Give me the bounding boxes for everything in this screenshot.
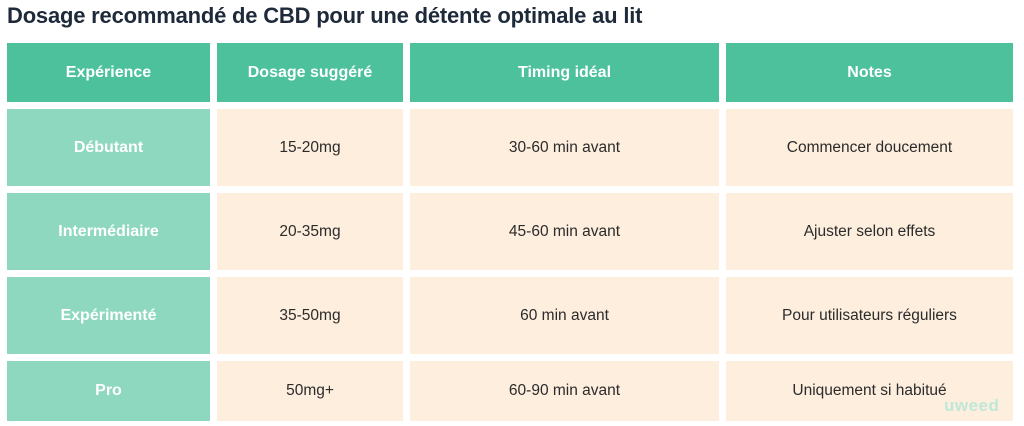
header-dosage: Dosage suggéré: [217, 43, 403, 102]
row-experimente-notes: Pour utilisateurs réguliers: [726, 277, 1013, 354]
row-pro-notes: Uniquement si habitué: [726, 361, 1013, 421]
header-notes: Notes: [726, 43, 1013, 102]
row-debutant-notes: Commencer doucement: [726, 109, 1013, 186]
row-pro-timing: 60-90 min avant: [410, 361, 719, 421]
row-experimente-dosage: 35-50mg: [217, 277, 403, 354]
row-experimente-level: Expérimenté: [7, 277, 210, 354]
row-intermediaire-notes: Ajuster selon effets: [726, 193, 1013, 270]
row-pro-level: Pro: [7, 361, 210, 421]
uweed-logo: uweed: [944, 396, 1000, 415]
row-experimente-timing: 60 min avant: [410, 277, 719, 354]
row-debutant-level: Débutant: [7, 109, 210, 186]
row-pro-dosage: 50mg+: [217, 361, 403, 421]
table-title: Dosage recommandé de CBD pour une détent…: [7, 3, 643, 28]
row-intermediaire-level: Intermédiaire: [7, 193, 210, 270]
row-intermediaire-dosage: 20-35mg: [217, 193, 403, 270]
row-debutant-dosage: 15-20mg: [217, 109, 403, 186]
row-intermediaire-timing: 45-60 min avant: [410, 193, 719, 270]
row-debutant-timing: 30-60 min avant: [410, 109, 719, 186]
header-timing: Timing idéal: [410, 43, 719, 102]
header-experience: Expérience: [7, 43, 210, 102]
